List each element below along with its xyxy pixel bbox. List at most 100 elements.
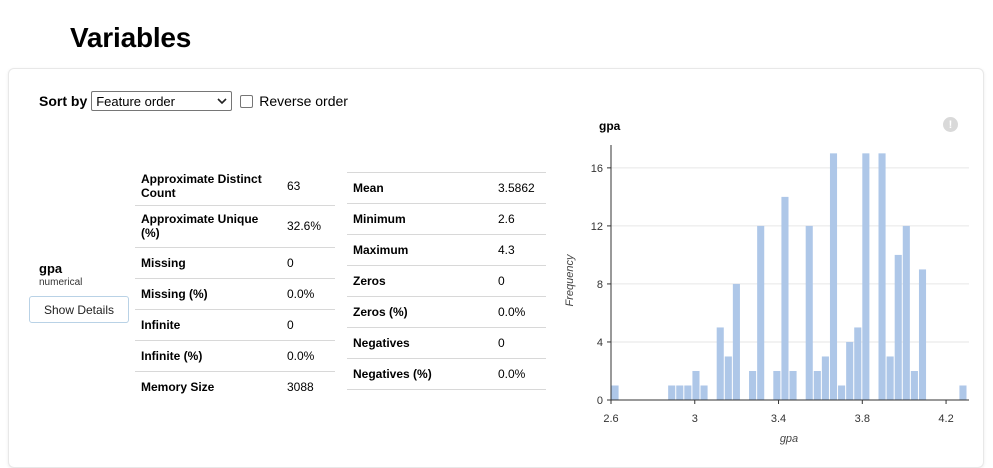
- stat-label: Infinite: [135, 309, 281, 341]
- table-row: Maximum 4.3: [347, 234, 546, 266]
- sort-bar: Sort by Feature order Reverse order: [39, 91, 348, 111]
- histogram-bar: [700, 385, 708, 400]
- summary-stats-table: Approximate Distinct Count 63 Approximat…: [135, 168, 335, 402]
- stat-label: Negatives (%): [347, 358, 492, 390]
- histogram-bar: [668, 385, 676, 400]
- x-tick-label: 2.6: [603, 413, 618, 425]
- histogram-bar: [789, 370, 797, 400]
- stat-value: 63: [281, 168, 335, 206]
- reverse-order-label[interactable]: Reverse order: [259, 93, 348, 109]
- table-row: Missing (%) 0.0%: [135, 278, 335, 310]
- histogram-bar: [805, 225, 813, 400]
- stat-value: 3.5862: [492, 172, 546, 204]
- histogram-bar: [854, 327, 862, 400]
- histogram-bar: [846, 341, 854, 400]
- stat-label: Approximate Unique (%): [135, 205, 281, 248]
- stat-label: Minimum: [347, 203, 492, 235]
- y-tick-label: 16: [591, 163, 603, 175]
- reverse-order-checkbox[interactable]: [240, 94, 254, 108]
- stat-value: 0: [281, 247, 335, 279]
- y-tick-label: 0: [597, 395, 603, 407]
- stat-value: 0.0%: [492, 296, 546, 328]
- table-row: Missing 0: [135, 247, 335, 279]
- table-row: Mean 3.5862: [347, 172, 546, 204]
- table-row: Zeros (%) 0.0%: [347, 296, 546, 328]
- stat-label: Negatives: [347, 327, 492, 359]
- table-row: Negatives 0: [347, 327, 546, 359]
- x-axis-label: gpa: [780, 433, 798, 445]
- x-tick-label: 4.2: [938, 413, 953, 425]
- stat-value: 0.0%: [281, 340, 335, 372]
- y-tick-label: 8: [597, 279, 603, 291]
- stat-value: 0: [492, 265, 546, 297]
- sort-label: Sort by: [39, 93, 88, 109]
- stat-label: Missing (%): [135, 278, 281, 310]
- sort-select-value: Feature order: [96, 93, 175, 109]
- sort-select[interactable]: Feature order: [91, 91, 233, 111]
- variables-card: Sort by Feature order Reverse order gpa …: [8, 68, 984, 468]
- histogram-bar: [611, 385, 619, 400]
- histogram-bar: [732, 283, 740, 400]
- x-tick-label: 3: [692, 413, 698, 425]
- histogram-bar: [862, 153, 870, 400]
- histogram-bar: [724, 356, 732, 400]
- histogram-bar: [716, 327, 724, 400]
- stat-value: 0.0%: [492, 358, 546, 390]
- histogram-bar: [878, 153, 886, 400]
- table-row: Negatives (%) 0.0%: [347, 358, 546, 390]
- histogram-bar: [773, 370, 781, 400]
- table-row: Memory Size 3088: [135, 371, 335, 402]
- chart-title: gpa: [599, 119, 621, 133]
- histogram-bar: [676, 385, 684, 400]
- stat-value: 0.0%: [281, 278, 335, 310]
- histogram-bar: [757, 225, 765, 400]
- stat-value: 4.3: [492, 234, 546, 266]
- y-tick-label: 12: [591, 221, 603, 233]
- stat-label: Zeros (%): [347, 296, 492, 328]
- table-row: Infinite 0: [135, 309, 335, 341]
- stat-label: Zeros: [347, 265, 492, 297]
- table-row: Zeros 0: [347, 265, 546, 297]
- variable-type: numerical: [39, 277, 83, 288]
- histogram-bar: [692, 370, 700, 400]
- stat-label: Missing: [135, 247, 281, 279]
- x-tick-label: 3.8: [855, 413, 870, 425]
- quantile-stats-table: Mean 3.5862 Minimum 2.6 Maximum 4.3 Zero…: [347, 172, 546, 390]
- table-row: Infinite (%) 0.0%: [135, 340, 335, 372]
- stat-value: 2.6: [492, 203, 546, 235]
- stat-label: Infinite (%): [135, 340, 281, 372]
- show-details-button[interactable]: Show Details: [29, 296, 129, 323]
- stat-label: Mean: [347, 172, 492, 204]
- histogram-bar: [813, 370, 821, 400]
- histogram-bar: [910, 370, 918, 400]
- table-row: Approximate Unique (%) 32.6%: [135, 205, 335, 248]
- exclamation-circle-icon[interactable]: !: [943, 117, 958, 132]
- stat-value: 3088: [287, 379, 314, 394]
- histogram-bar: [918, 269, 927, 400]
- histogram-bar: [902, 225, 910, 400]
- table-row: Approximate Distinct Count 63: [135, 168, 335, 206]
- page-title: Variables: [70, 22, 192, 53]
- chevron-down-icon: [217, 98, 227, 105]
- table-row: Minimum 2.6: [347, 203, 546, 235]
- histogram-bar: [821, 356, 829, 400]
- histogram-bar: [684, 385, 692, 400]
- histogram-bar: [886, 356, 894, 400]
- histogram-chart: 0 4 8 12 16 2.6 3 3.4 3.8 4.2 gpa Frequency: [564, 145, 969, 445]
- histogram-bar: [781, 196, 789, 400]
- stat-label: Approximate Distinct Count: [135, 168, 281, 206]
- stat-label: Maximum: [347, 234, 492, 266]
- stat-value: 32.6%: [281, 205, 335, 248]
- histogram-bar: [829, 153, 838, 400]
- variable-name: gpa: [39, 261, 63, 276]
- x-tick-label: 3.4: [771, 413, 786, 425]
- y-axis-label: Frequency: [564, 253, 576, 306]
- histogram-bar: [749, 370, 757, 400]
- stat-label: Memory Size: [141, 379, 215, 394]
- histogram-bar: [959, 385, 967, 400]
- y-tick-label: 4: [597, 337, 603, 349]
- histogram-bar: [894, 254, 902, 400]
- stat-value: 0: [281, 309, 335, 341]
- stat-value: 0: [492, 327, 546, 359]
- histogram-bar: [838, 385, 846, 400]
